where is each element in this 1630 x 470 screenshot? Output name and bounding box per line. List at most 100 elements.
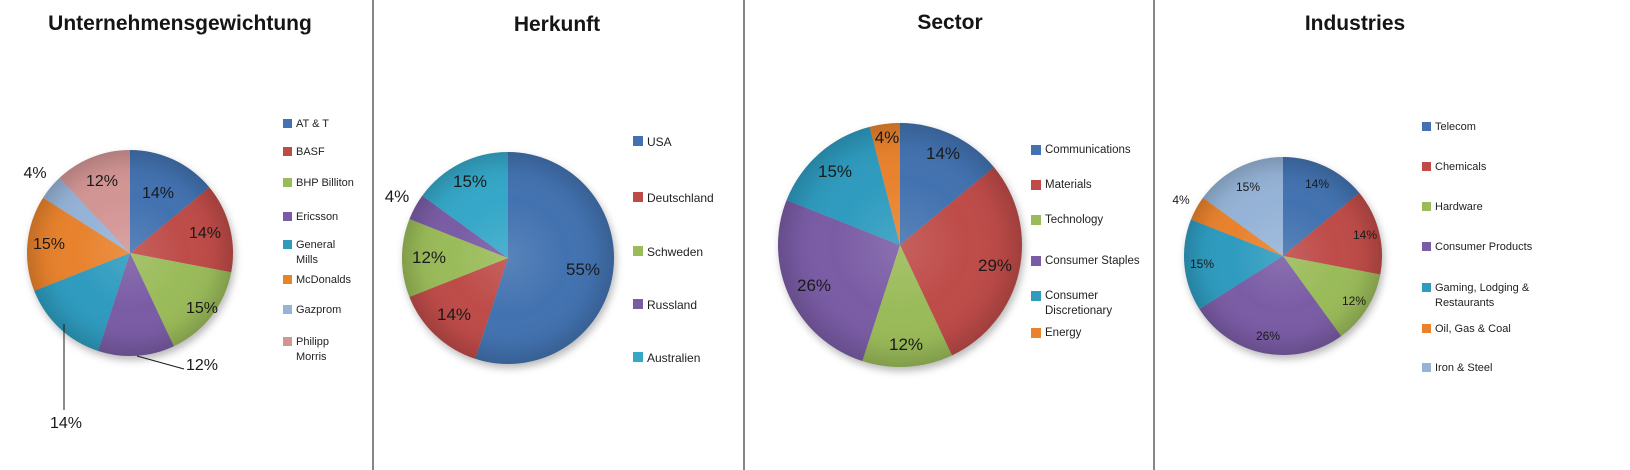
legend-label: Telecom (1435, 121, 1476, 133)
data-label-bhp-billiton: 15% (185, 300, 219, 317)
legend-item-technology[interactable]: Technology (1031, 213, 1147, 228)
data-label-chemicals: 14% (1352, 228, 1378, 242)
data-label-gazprom: 4% (23, 165, 47, 182)
data-label-general-mills: 14% (49, 415, 83, 432)
legend-item-mcdonalds[interactable]: McDonalds (283, 273, 354, 288)
legend-item-australien[interactable]: Australien (633, 350, 737, 366)
legend-label: Oil, Gas & Coal (1435, 323, 1511, 335)
legend-item-consumer-staples[interactable]: Consumer Staples (1031, 254, 1147, 269)
legend-item-materials[interactable]: Materials (1031, 178, 1147, 193)
legend-item-philipp-morris[interactable]: Philipp Morris (283, 335, 354, 364)
data-label-energy: 4% (874, 128, 900, 147)
legend-label: Russland (647, 298, 698, 312)
legend-label: USA (647, 135, 672, 149)
legend-item-chemicals[interactable]: Chemicals (1422, 160, 1553, 175)
legend-label: Consumer Products (1435, 241, 1533, 253)
chart-title-industries: Industries (1304, 12, 1406, 35)
data-label-iron-steel: 15% (1235, 180, 1261, 194)
data-label-basf: 14% (188, 225, 222, 242)
legend-label: Ericsson (296, 211, 339, 223)
data-label-gaming-lodging-restaurants: 15% (1189, 257, 1215, 271)
legend-marker-icon (283, 240, 292, 249)
legend-label: McDonalds (296, 274, 352, 286)
legend-marker-icon (1031, 180, 1041, 190)
legend-item-schweden[interactable]: Schweden (633, 244, 737, 260)
legend-marker-icon (633, 246, 643, 256)
legend-label: Deutschland (647, 191, 714, 205)
chart-title-sector: Sector (917, 11, 983, 34)
legend-marker-icon (1422, 283, 1431, 292)
legend-label: Energy (1045, 327, 1082, 339)
legend-item-oil-gas-coal[interactable]: Oil, Gas & Coal (1422, 322, 1553, 337)
legend-marker-icon (633, 352, 643, 362)
legend-label: Australien (647, 351, 701, 365)
legend-item-consumer-products[interactable]: Consumer Products (1422, 240, 1553, 255)
legend-item-general-mills[interactable]: General Mills (283, 238, 354, 267)
legend-label: AT & T (296, 118, 330, 130)
legend-item-telecom[interactable]: Telecom (1422, 120, 1553, 135)
legend-marker-icon (1031, 145, 1041, 155)
data-label-usa: 55% (565, 260, 601, 279)
panel-divider (372, 0, 374, 470)
legend-label: BASF (296, 146, 325, 158)
legend-item-deutschland[interactable]: Deutschland (633, 190, 737, 206)
legend-label: Schweden (647, 245, 704, 259)
legend-item-iron-steel[interactable]: Iron & Steel (1422, 361, 1553, 376)
data-label-communications: 14% (925, 144, 961, 163)
legend-label: Hardware (1435, 201, 1483, 213)
legend-marker-icon (1422, 324, 1431, 333)
legend-item-hardware[interactable]: Hardware (1422, 200, 1553, 215)
legend-marker-icon (283, 337, 292, 346)
legend-label: Consumer Staples (1045, 255, 1140, 267)
legend-label: General Mills (296, 239, 336, 266)
chart-title-herkunft: Herkunft (513, 13, 601, 36)
data-label-consumer-discretionary: 15% (817, 162, 853, 181)
legend-item-gazprom[interactable]: Gazprom (283, 303, 354, 318)
legend-label: Gazprom (296, 304, 342, 316)
legend-marker-icon (1422, 363, 1431, 372)
legend-item-at-t[interactable]: AT & T (283, 117, 354, 132)
panel-divider (743, 0, 745, 470)
data-label-australien: 15% (452, 172, 488, 191)
legend-marker-icon (633, 299, 643, 309)
panel-divider (1153, 0, 1155, 470)
data-label-at-t: 14% (141, 185, 175, 202)
data-label-mcdonalds: 15% (32, 236, 66, 253)
legend-marker-icon (633, 136, 643, 146)
legend-label: Materials (1045, 179, 1092, 191)
legend-item-russland[interactable]: Russland (633, 297, 737, 313)
legend-label: BHP Billiton (296, 177, 354, 189)
data-label-consumer-staples: 26% (796, 276, 832, 295)
legend-marker-icon (1422, 202, 1431, 211)
data-label-materials: 29% (977, 256, 1013, 275)
data-label-deutschland: 14% (436, 305, 472, 324)
legend-item-gaming-lodging-restaurants[interactable]: Gaming, Lodging & Restaurants (1422, 281, 1553, 310)
legend-item-bhp-billiton[interactable]: BHP Billiton (283, 176, 354, 191)
legend-marker-icon (283, 275, 292, 284)
legend-item-ericsson[interactable]: Ericsson (283, 210, 354, 225)
data-label-ericsson: 12% (185, 357, 219, 374)
legend-marker-icon (1422, 242, 1431, 251)
data-label-consumer-products: 26% (1255, 329, 1281, 343)
data-label-technology: 12% (888, 335, 924, 354)
legend-marker-icon (633, 192, 643, 202)
legend-label: Communications (1045, 144, 1131, 156)
legend-marker-icon (283, 119, 292, 128)
legend-marker-icon (1031, 256, 1041, 266)
legend-label: Gaming, Lodging & Restaurants (1435, 282, 1530, 309)
legend-item-energy[interactable]: Energy (1031, 326, 1147, 341)
legend-item-consumer-discretionary[interactable]: Consumer Discretionary (1031, 289, 1147, 320)
legend-label: Philipp Morris (296, 336, 330, 363)
legend-label: Chemicals (1435, 161, 1487, 173)
data-label-philipp-morris: 12% (85, 173, 119, 190)
legend-label: Consumer Discretionary (1045, 290, 1113, 318)
legend-item-communications[interactable]: Communications (1031, 143, 1147, 158)
legend-marker-icon (283, 212, 292, 221)
legend-item-basf[interactable]: BASF (283, 145, 354, 160)
chart-title-unternehmensgewichtung: Unternehmensgewichtung (48, 12, 312, 35)
data-label-hardware: 12% (1341, 294, 1367, 308)
legend-item-usa[interactable]: USA (633, 134, 737, 150)
